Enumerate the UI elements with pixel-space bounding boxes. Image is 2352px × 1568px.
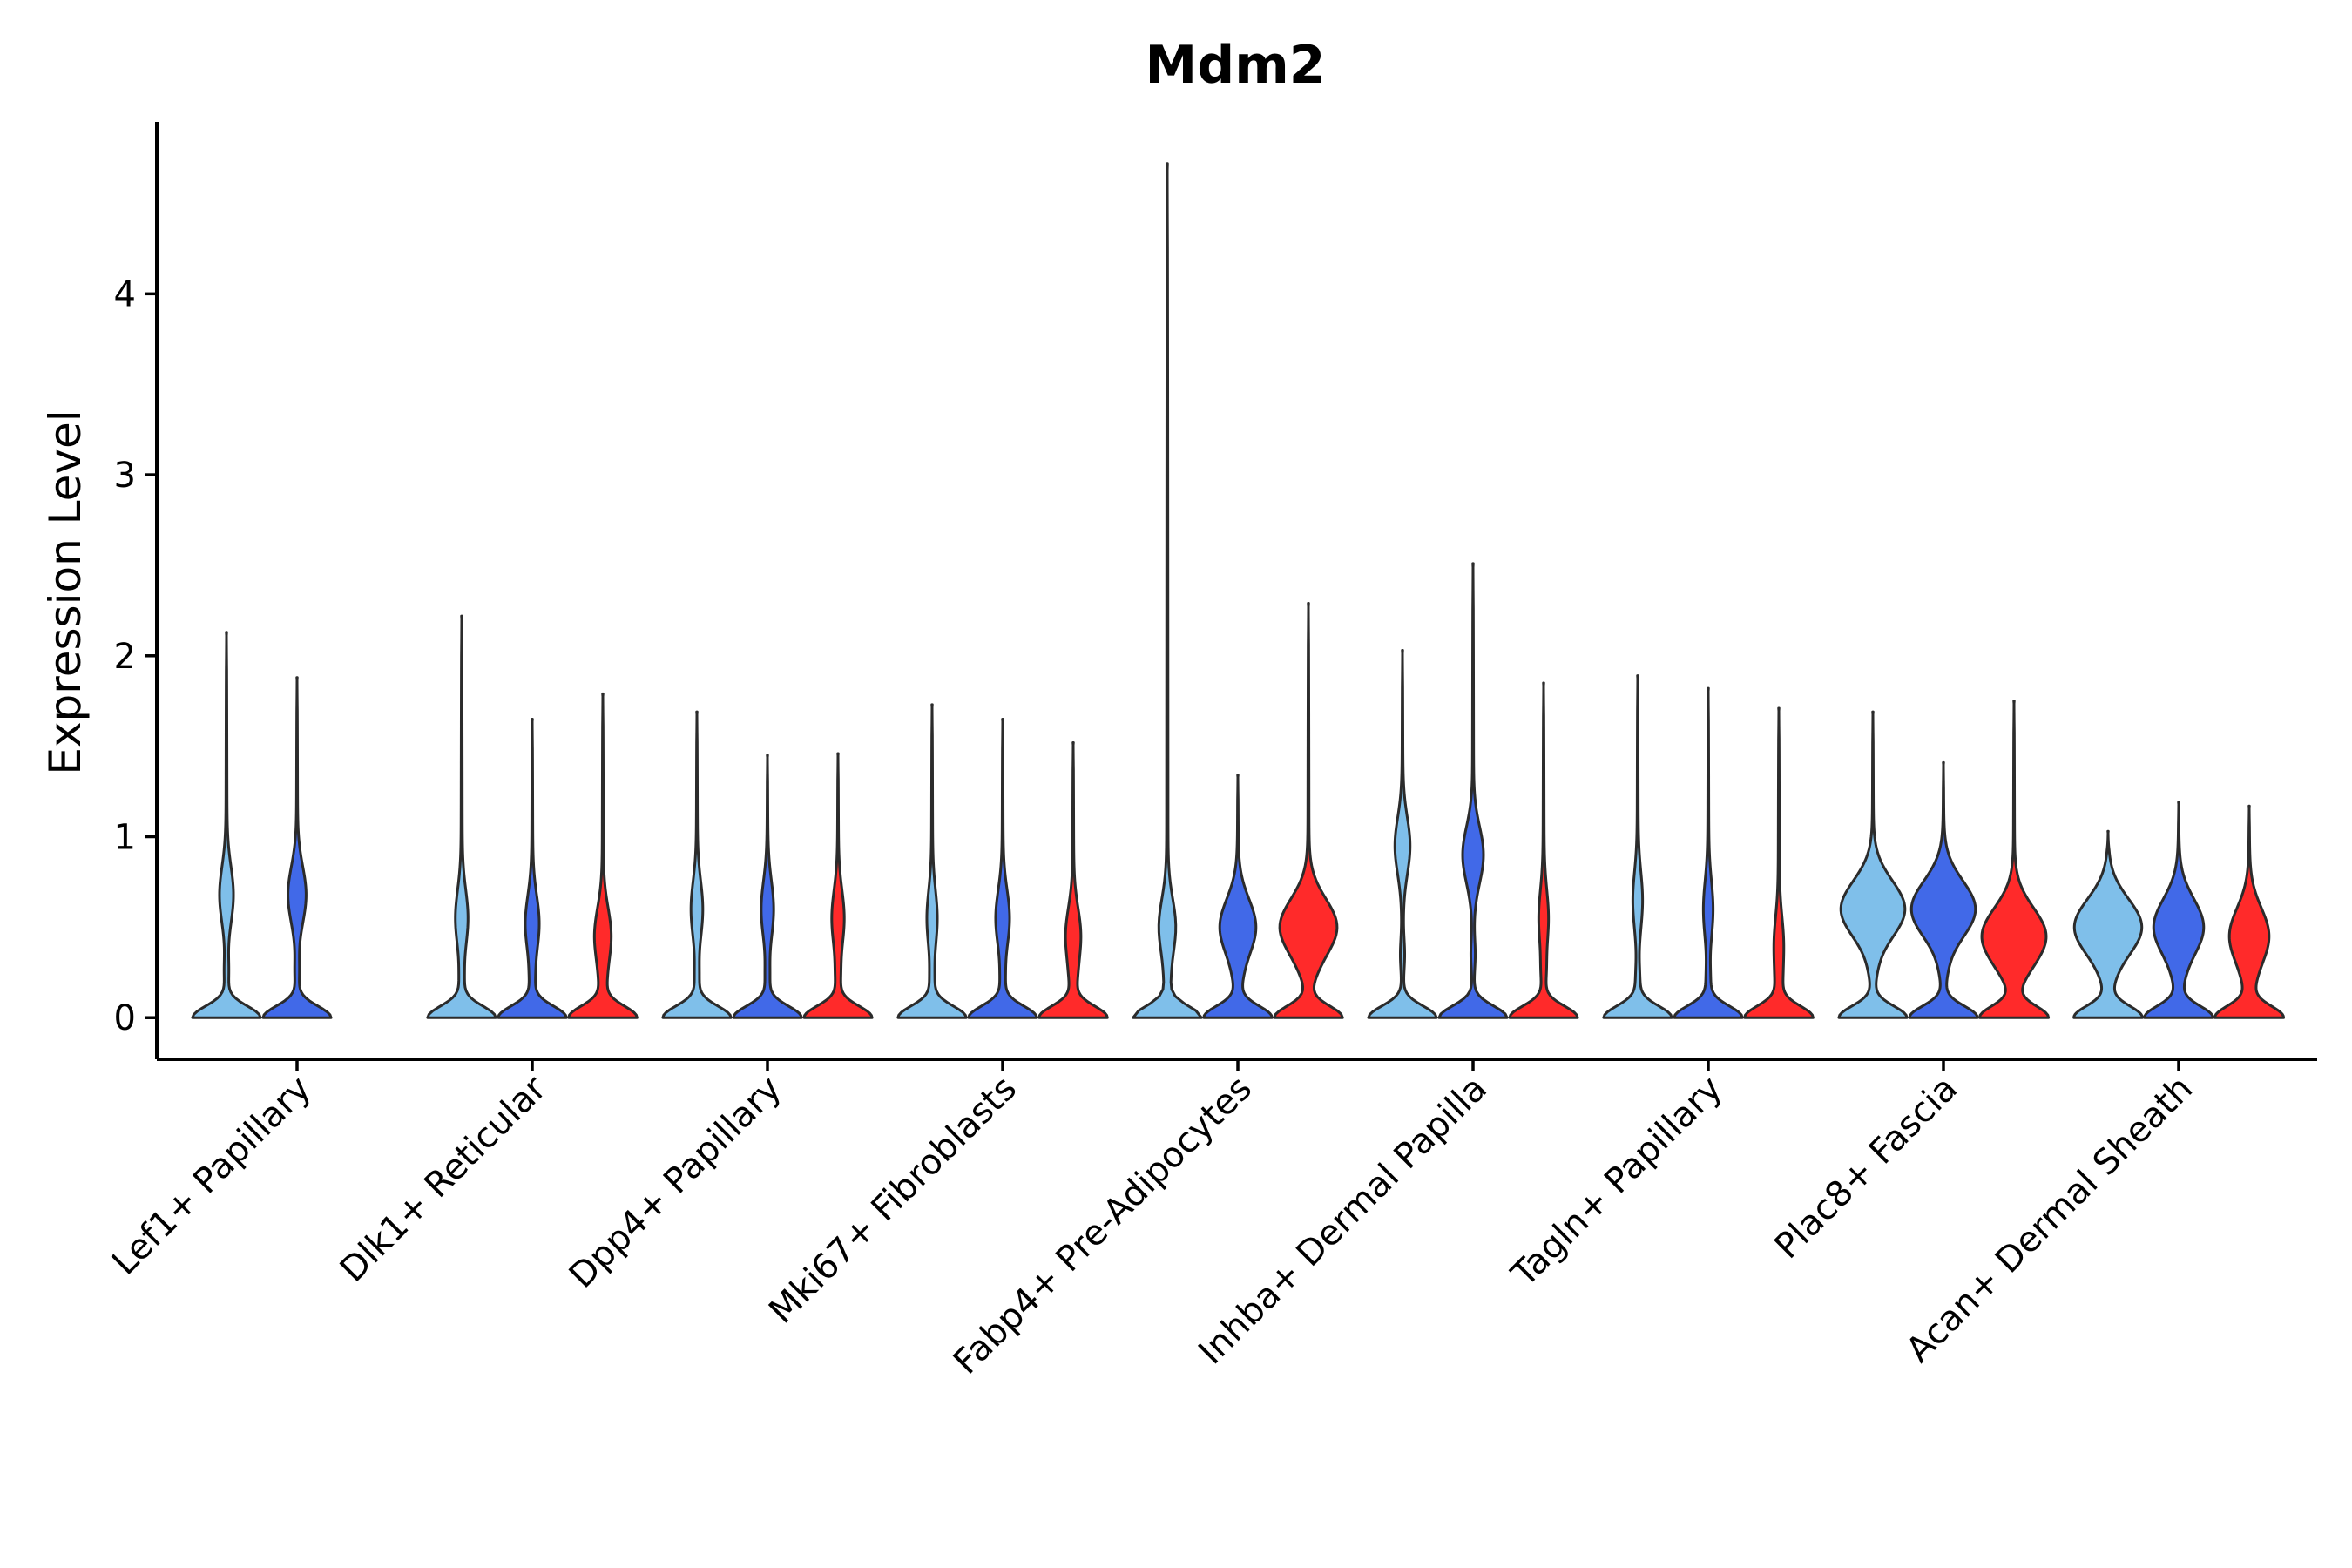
violin-8-0 bbox=[2072, 829, 2144, 1019]
violin-5-2 bbox=[1508, 681, 1579, 1019]
violin-4-1 bbox=[1202, 774, 1274, 1019]
violin-7-1 bbox=[1908, 760, 1979, 1019]
violin-1-0 bbox=[426, 614, 497, 1019]
violin-5-1 bbox=[1437, 562, 1509, 1019]
violin-2-1 bbox=[732, 754, 803, 1019]
y-tick-label: 4 bbox=[114, 274, 136, 314]
violin-4-2 bbox=[1273, 602, 1344, 1019]
x-tick-label: Dpp4+ Papillary bbox=[562, 1069, 789, 1296]
violin-6-1 bbox=[1673, 686, 1744, 1019]
violin-8-2 bbox=[2213, 804, 2285, 1019]
violin-3-1 bbox=[967, 717, 1038, 1019]
violin-8-1 bbox=[2143, 801, 2214, 1019]
x-tick-label: Mki67+ Fibroblasts bbox=[761, 1069, 1024, 1332]
violin-1-2 bbox=[567, 692, 639, 1019]
violin-7-0 bbox=[1837, 710, 1909, 1019]
violin-2-2 bbox=[802, 752, 874, 1019]
y-tick-label: 0 bbox=[114, 998, 136, 1038]
y-tick-label: 1 bbox=[114, 818, 136, 858]
chart-title: Mdm2 bbox=[1146, 35, 1326, 96]
violin-6-0 bbox=[1602, 674, 1673, 1019]
y-axis-label: Expression Level bbox=[40, 409, 91, 774]
violin-6-2 bbox=[1743, 706, 1815, 1019]
axes-layer: 0 1 2 3 4 Lef1+ Papillary Dlk1+ Reticular Dpp4+… bbox=[105, 122, 2317, 1382]
violin-3-2 bbox=[1037, 740, 1109, 1019]
x-tick-label: Dlk1+ Reticular bbox=[333, 1068, 555, 1290]
y-tick-label: 2 bbox=[114, 637, 136, 677]
violin-4-0 bbox=[1132, 162, 1203, 1019]
violin-3-0 bbox=[896, 703, 968, 1019]
violin-0-1 bbox=[261, 676, 333, 1019]
violin-7-2 bbox=[1977, 700, 2051, 1019]
violin-5-0 bbox=[1367, 649, 1438, 1019]
x-tick-label: Lef1+ Papillary bbox=[105, 1069, 319, 1283]
y-tick-label: 3 bbox=[114, 456, 136, 496]
violins-layer bbox=[191, 162, 2285, 1019]
violin-1-1 bbox=[497, 717, 568, 1019]
violin-2-0 bbox=[661, 710, 733, 1019]
violin-0-0 bbox=[191, 631, 262, 1019]
x-tick-label: Tagln+ Papillary bbox=[1504, 1069, 1730, 1295]
x-tick-label: Plac8+ Fascia bbox=[1767, 1069, 1966, 1267]
